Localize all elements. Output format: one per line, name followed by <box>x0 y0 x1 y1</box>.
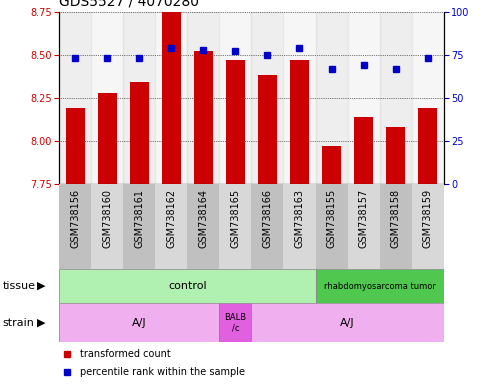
Bar <box>251 12 283 184</box>
Bar <box>59 303 219 342</box>
Text: GDS5527 / 4070280: GDS5527 / 4070280 <box>59 0 199 9</box>
Text: GSM738165: GSM738165 <box>230 189 241 248</box>
Text: ▶: ▶ <box>37 281 45 291</box>
Bar <box>283 12 316 184</box>
Bar <box>283 184 316 269</box>
Bar <box>219 303 251 342</box>
Bar <box>412 184 444 269</box>
Bar <box>258 75 277 184</box>
Bar <box>155 184 187 269</box>
Bar <box>123 184 155 269</box>
Bar <box>187 12 219 184</box>
Text: ▶: ▶ <box>37 318 45 328</box>
Bar <box>123 12 155 184</box>
Bar <box>380 184 412 269</box>
Bar <box>66 108 85 184</box>
Bar <box>219 12 251 184</box>
Text: GSM738155: GSM738155 <box>326 189 337 248</box>
Bar <box>194 51 213 184</box>
Bar <box>251 303 444 342</box>
Bar <box>412 12 444 184</box>
Text: GSM738156: GSM738156 <box>70 189 80 248</box>
Bar <box>98 93 117 184</box>
Bar <box>348 12 380 184</box>
Text: A/J: A/J <box>340 318 355 328</box>
Bar <box>226 60 245 184</box>
Text: GSM738166: GSM738166 <box>262 189 273 248</box>
Text: tissue: tissue <box>2 281 35 291</box>
Bar <box>316 269 444 303</box>
Text: GSM738157: GSM738157 <box>358 189 369 248</box>
Bar <box>187 184 219 269</box>
Text: BALB
/c: BALB /c <box>224 313 246 332</box>
Bar <box>91 12 123 184</box>
Bar <box>59 269 316 303</box>
Bar <box>59 184 91 269</box>
Bar <box>348 184 380 269</box>
Bar <box>130 82 149 184</box>
Text: transformed count: transformed count <box>80 349 171 359</box>
Text: control: control <box>168 281 207 291</box>
Text: GSM738158: GSM738158 <box>390 189 401 248</box>
Text: rhabdomyosarcoma tumor: rhabdomyosarcoma tumor <box>324 281 435 291</box>
Text: GSM738163: GSM738163 <box>294 189 305 248</box>
Text: strain: strain <box>2 318 35 328</box>
Bar <box>386 127 405 184</box>
Bar <box>380 12 412 184</box>
Text: GSM738161: GSM738161 <box>134 189 144 248</box>
Bar <box>219 184 251 269</box>
Bar <box>290 60 309 184</box>
Text: percentile rank within the sample: percentile rank within the sample <box>80 367 246 377</box>
Text: GSM738159: GSM738159 <box>423 189 433 248</box>
Text: A/J: A/J <box>132 318 146 328</box>
Bar <box>251 184 283 269</box>
Bar <box>322 146 341 184</box>
Bar <box>162 0 181 184</box>
Bar <box>155 12 187 184</box>
Bar <box>91 184 123 269</box>
Text: GSM738160: GSM738160 <box>102 189 112 248</box>
Bar <box>316 184 348 269</box>
Bar <box>316 12 348 184</box>
Bar <box>59 12 91 184</box>
Text: GSM738162: GSM738162 <box>166 189 176 248</box>
Text: GSM738164: GSM738164 <box>198 189 209 248</box>
Bar <box>418 108 437 184</box>
Bar <box>354 117 373 184</box>
